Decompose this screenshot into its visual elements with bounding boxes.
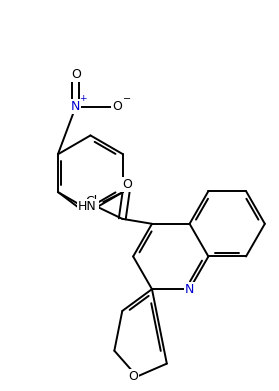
Text: N: N (185, 283, 194, 296)
Text: HN: HN (78, 201, 97, 213)
Text: O: O (112, 100, 122, 113)
Text: +: + (79, 94, 86, 103)
Text: Cl: Cl (85, 196, 98, 208)
Text: −: − (123, 94, 131, 104)
Text: O: O (71, 68, 81, 81)
Text: O: O (122, 178, 132, 190)
Text: N: N (71, 100, 80, 113)
Text: O: O (128, 370, 138, 383)
